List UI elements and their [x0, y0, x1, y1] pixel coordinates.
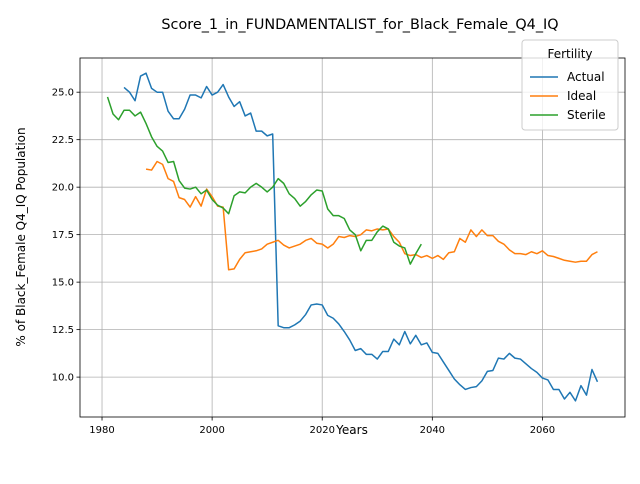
x-axis: 1980 2000 2020 2040 2060: [89, 417, 555, 436]
y-axis: 10.0 12.5 15.0 17.5 20.0 22.5 25.0: [52, 88, 80, 384]
legend: Fertility Actual Ideal Sterile: [521, 39, 619, 131]
x-tick-label: 2000: [199, 425, 224, 436]
x-tick-label: 1980: [89, 425, 114, 436]
y-tick-label: 22.5: [52, 135, 74, 146]
y-tick-label: 20.0: [52, 183, 74, 194]
chart-title: Score_1_in_FUNDAMENTALIST_for_Black_Fema…: [161, 17, 558, 33]
x-tick-label: 2020: [309, 425, 334, 436]
legend-label-actual: Actual: [567, 70, 605, 84]
series-line-ideal: [145, 160, 598, 271]
plot-frame: [79, 57, 626, 418]
legend-label-sterile: Sterile: [567, 108, 606, 122]
series-line-sterile: [106, 96, 422, 265]
legend-title: Fertility: [547, 47, 592, 61]
y-tick-label: 10.0: [52, 373, 74, 384]
y-tick-label: 12.5: [52, 325, 74, 336]
series-line-actual: [123, 72, 599, 402]
y-tick-label: 15.0: [52, 278, 74, 289]
series-group: [106, 72, 599, 402]
y-tick-label: 17.5: [52, 230, 74, 241]
legend-box: [521, 39, 619, 131]
y-axis-label: % of Black_Female Q4_IQ Population: [14, 127, 28, 346]
legend-label-ideal: Ideal: [567, 89, 596, 103]
grid: [80, 58, 625, 417]
x-tick-label: 2040: [420, 425, 445, 436]
x-axis-label: Years: [335, 423, 368, 437]
x-tick-label: 2060: [530, 425, 555, 436]
y-tick-label: 25.0: [52, 88, 74, 99]
